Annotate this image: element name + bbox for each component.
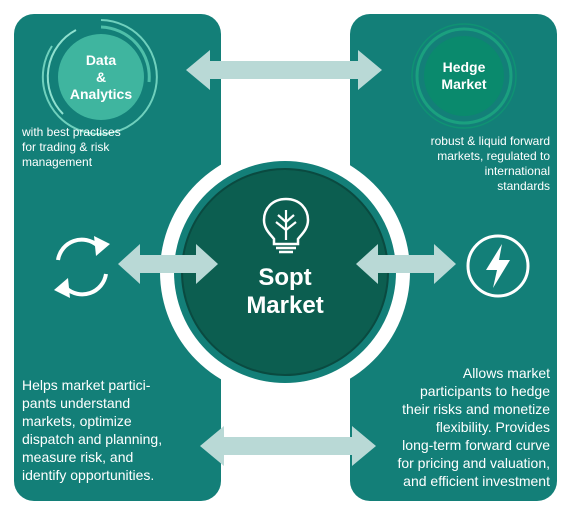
right-top-text: robust & liquid forward markets, regulat… bbox=[358, 134, 550, 194]
text-line: international bbox=[484, 164, 550, 178]
right-bottom-text: Allows market participants to hedge thei… bbox=[352, 364, 550, 490]
text-line: Helps market partici- bbox=[22, 377, 151, 393]
text-line: for trading & risk bbox=[22, 140, 110, 154]
text-line: standards bbox=[497, 179, 550, 193]
text-line: Allows market bbox=[462, 365, 550, 381]
text-line: identify opportunities. bbox=[22, 467, 155, 483]
text-line: for pricing and valuation, bbox=[397, 455, 550, 471]
data-bubble-line2: & bbox=[95, 68, 107, 85]
left-bottom-text: Helps market partici- pants understand m… bbox=[22, 376, 214, 484]
text-line: markets, regulated to bbox=[437, 149, 550, 163]
text-line: flexibility. Provides bbox=[435, 419, 550, 435]
text-line: pants understand bbox=[22, 395, 131, 411]
right-double-arrow bbox=[356, 244, 456, 284]
left-double-arrow bbox=[118, 244, 218, 284]
text-line: robust & liquid forward bbox=[430, 134, 550, 148]
text-line: markets, optimize bbox=[22, 413, 132, 429]
text-line: measure risk, and bbox=[22, 449, 134, 465]
data-bubble-rings bbox=[41, 19, 158, 135]
hedge-market-bubble: Hedge Market bbox=[424, 36, 504, 116]
text-line: with best practises bbox=[22, 125, 121, 139]
hedge-bubble-rings bbox=[411, 23, 517, 129]
lightning-icon bbox=[466, 234, 530, 298]
center-title-line2: Market bbox=[246, 292, 324, 319]
hedge-bubble-line2: Market bbox=[441, 76, 487, 92]
center-circle bbox=[181, 168, 389, 376]
text-line: long-term forward curve bbox=[402, 437, 550, 453]
center-title-line1: Sopt bbox=[258, 264, 312, 291]
text-line: management bbox=[22, 155, 93, 169]
data-bubble-line1: Data bbox=[85, 51, 117, 68]
bottom-double-arrow bbox=[200, 426, 376, 466]
left-top-text: with best practises for trading & risk m… bbox=[22, 125, 212, 170]
center-title: Sopt Market bbox=[200, 264, 370, 320]
top-double-arrow bbox=[186, 50, 382, 90]
lightbulb-plant-icon bbox=[262, 197, 310, 254]
text-line: dispatch and planning, bbox=[22, 431, 163, 447]
data-bubble-line3: Analytics bbox=[69, 85, 133, 102]
text-line: their risks and monetize bbox=[402, 401, 550, 417]
hedge-bubble-line1: Hedge bbox=[442, 59, 486, 75]
sync-icon bbox=[54, 236, 110, 298]
text-line: and efficient investment bbox=[403, 473, 550, 489]
text-line: participants to hedge bbox=[420, 383, 550, 399]
data-analytics-bubble: Data & Analytics bbox=[58, 34, 144, 120]
